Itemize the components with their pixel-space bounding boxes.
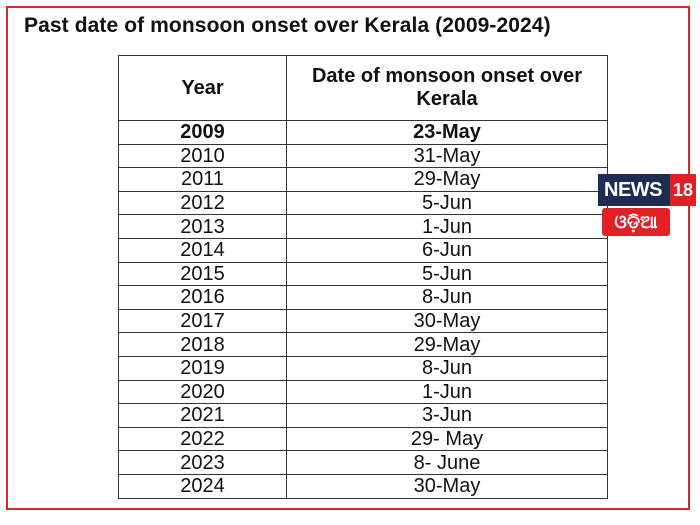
page-title: Past date of monsoon onset over Kerala (… [24, 14, 551, 37]
year-cell: 2019 [118, 355, 287, 381]
year-cell: 2024 [118, 473, 287, 499]
year-cell: 2015 [118, 261, 287, 287]
table-row: 2020 1-Jun [118, 379, 608, 405]
table-row: 2023 8- June [118, 450, 608, 475]
year-cell: 2022 [118, 426, 287, 452]
table-row: 2009 23-May [118, 120, 608, 145]
onset-date-cell: 6-Jun [286, 237, 608, 263]
year-cell: 2021 [118, 403, 287, 428]
onset-date-cell: 30-May [286, 473, 608, 499]
year-cell: 2014 [118, 237, 287, 263]
logo-top-bar: NEWS 18 [598, 174, 696, 206]
table-row: 2018 29-May [118, 332, 608, 357]
year-cell: 2023 [118, 450, 287, 475]
year-cell: 2013 [118, 214, 287, 239]
onset-date-cell: 29-May [286, 167, 608, 192]
table-header-row: Year Date of monsoon onset over Kerala [118, 55, 608, 121]
header-date-text: Date of monsoon onset over Kerala [311, 65, 583, 110]
table-row: 2011 29-May [118, 167, 608, 192]
onset-date-cell: 29- May [286, 426, 608, 452]
table-row: 2016 8-Jun [118, 285, 608, 310]
year-cell: 2009 [118, 120, 287, 145]
year-cell: 2011 [118, 167, 287, 192]
onset-date-cell: 30-May [286, 308, 608, 334]
logo-subtitle: ଓଡ଼ିଆ [602, 208, 670, 236]
year-cell: 2017 [118, 308, 287, 334]
news18-odia-logo: NEWS 18 ଓଡ଼ିଆ [598, 174, 696, 238]
table-row: 2014 6-Jun [118, 237, 608, 263]
logo-word: NEWS [604, 179, 663, 201]
year-cell: 2016 [118, 285, 287, 310]
table-row: 2022 29- May [118, 426, 608, 452]
onset-date-cell: 8-Jun [286, 355, 608, 381]
header-date: Date of monsoon onset over Kerala [286, 55, 608, 121]
onset-date-cell: 8-Jun [286, 285, 608, 310]
table-row: 2015 5-Jun [118, 261, 608, 287]
onset-date-cell: 1-Jun [286, 214, 608, 239]
onset-date-cell: 5-Jun [286, 261, 608, 287]
onset-date-cell: 5-Jun [286, 190, 608, 216]
year-cell: 2010 [118, 143, 287, 169]
table-body: 2009 23-May 2010 31-May 2011 29-May 2012 5-Jun 2… [118, 120, 608, 499]
table-row: 2012 5-Jun [118, 190, 608, 216]
table-row: 2017 30-May [118, 308, 608, 334]
header-year: Year [118, 55, 287, 121]
year-cell: 2012 [118, 190, 287, 216]
monsoon-onset-table: Year Date of monsoon onset over Kerala 2… [118, 55, 608, 499]
onset-date-cell: 29-May [286, 332, 608, 357]
onset-date-cell: 3-Jun [286, 403, 608, 428]
onset-date-cell: 31-May [286, 143, 608, 169]
table-row: 2019 8-Jun [118, 355, 608, 381]
onset-date-cell: 8- June [286, 450, 608, 475]
year-cell: 2018 [118, 332, 287, 357]
onset-date-cell: 1-Jun [286, 379, 608, 405]
onset-date-cell: 23-May [286, 120, 608, 145]
table-row: 2010 31-May [118, 143, 608, 169]
table-row: 2021 3-Jun [118, 403, 608, 428]
logo-number: 18 [670, 174, 696, 206]
table-row: 2013 1-Jun [118, 214, 608, 239]
table-row: 2024 30-May [118, 473, 608, 499]
red-border-frame [6, 6, 690, 510]
year-cell: 2020 [118, 379, 287, 405]
